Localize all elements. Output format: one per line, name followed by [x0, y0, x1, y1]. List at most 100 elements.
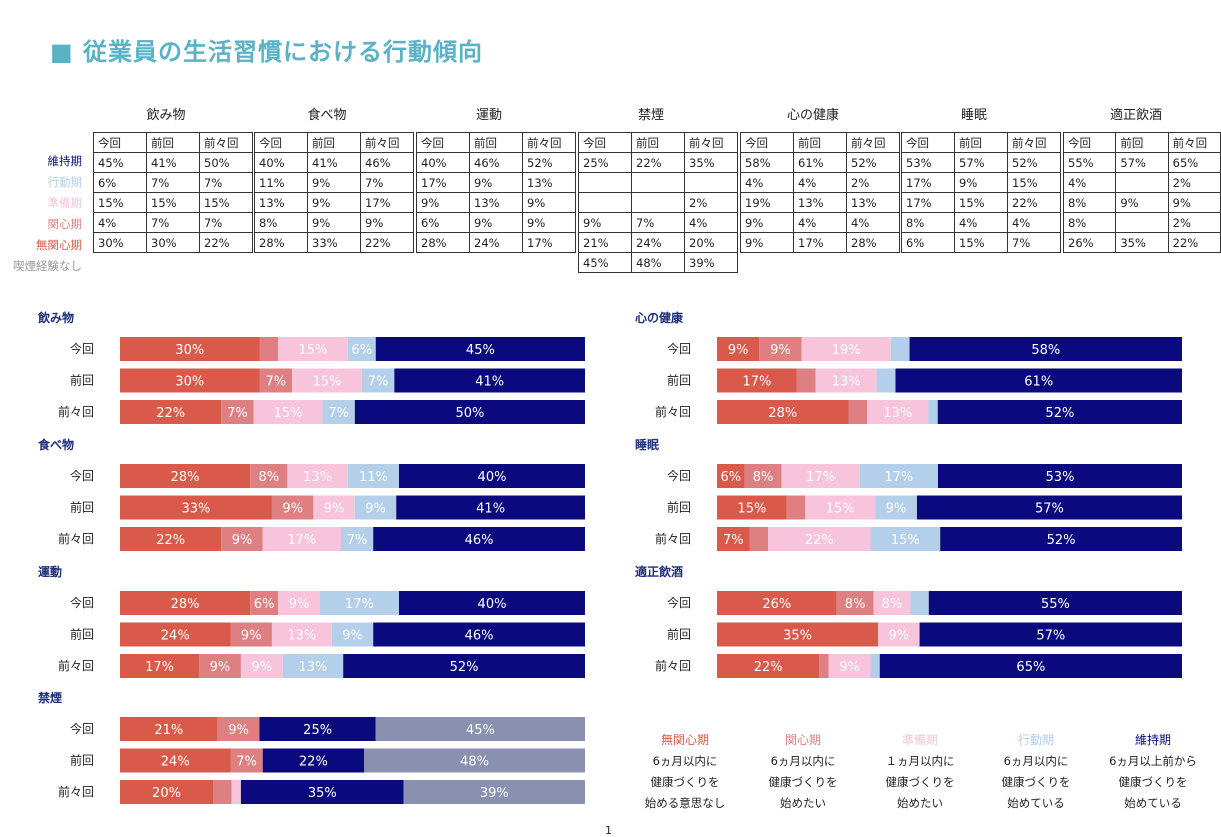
data-label: 7%: [265, 375, 286, 390]
table-cell: 17%: [793, 232, 847, 253]
table-cell: 28%: [846, 232, 900, 253]
table-row-label: 無関心期: [36, 238, 82, 252]
category-label: 今回: [70, 468, 94, 483]
bar-segment: [259, 368, 293, 393]
table-cell: 9%: [740, 212, 794, 233]
data-label: 53%: [1046, 470, 1075, 485]
data-label: 28%: [171, 597, 200, 612]
bar-segment: [867, 400, 929, 424]
table-cell: 8%: [254, 212, 308, 233]
bar-segment: [250, 591, 279, 615]
bar-segment: [717, 337, 760, 361]
bar-segment: [340, 527, 374, 551]
legend-item: 関心期 6ヵ月以内に 健康づくりを 始めたい: [748, 730, 858, 814]
category-label: 前々回: [58, 531, 94, 546]
data-label: 8%: [845, 597, 866, 612]
bar-segment: [240, 780, 404, 804]
data-label: 17%: [884, 470, 913, 485]
data-label: 15%: [891, 533, 920, 548]
data-label: 19%: [832, 343, 861, 358]
data-label: 7%: [368, 375, 389, 390]
category-label: 前々回: [655, 404, 691, 419]
legend-item: 維持期 6ヵ月以上前から 健康づくりを 始めている: [1098, 730, 1208, 814]
legend-description: １ヵ月以内に: [885, 754, 955, 768]
table-category-header: 適正飲酒: [1109, 108, 1162, 123]
data-label: 55%: [1041, 597, 1070, 612]
data-label: 9%: [728, 343, 749, 358]
bar-segment: [313, 495, 355, 520]
category-label: 前回: [70, 627, 94, 642]
table-cell: 9%: [578, 212, 632, 233]
data-label: 35%: [308, 786, 337, 801]
chart-title: 適正飲酒: [635, 564, 683, 579]
data-label: 15%: [312, 375, 341, 390]
table-cell: 52%: [522, 152, 576, 173]
bar-segment: [744, 464, 782, 488]
bar-segment: [375, 717, 585, 741]
bar-segment: [347, 464, 399, 488]
legend-description: 健康づくりを: [650, 775, 720, 789]
table-row: 19% 13% 13%: [740, 192, 900, 213]
table-cell: 13%: [793, 192, 847, 213]
bar-segment: [394, 368, 585, 393]
bar-segment: [859, 464, 938, 488]
legend-description: 健康づくりを: [885, 775, 955, 789]
bar-segment: [354, 400, 585, 424]
data-label: 22%: [156, 406, 185, 421]
data-label: 9%: [228, 723, 249, 738]
data-label: 57%: [1036, 629, 1065, 644]
data-label: 8%: [258, 470, 279, 485]
category-label: 今回: [667, 468, 691, 483]
table-row: [578, 172, 738, 193]
table-cell: 45%: [578, 252, 632, 273]
table-col-header: 前回: [954, 132, 1008, 153]
bar-segment: [343, 654, 585, 678]
table-cell: 46%: [360, 152, 414, 173]
legend-description: 6ヵ月以上前から: [1109, 754, 1197, 768]
bar-segment: [120, 622, 231, 647]
data-label: 9%: [241, 629, 262, 644]
bar-segment: [120, 368, 260, 393]
category-label: 前々回: [655, 658, 691, 673]
data-label: 9%: [889, 629, 910, 644]
table-cell: 22%: [360, 232, 414, 253]
legend-description: 始める意思なし: [644, 796, 726, 810]
bar-segment: [768, 527, 871, 551]
category-label: 今回: [70, 341, 94, 356]
table-cell: 52%: [846, 152, 900, 173]
table-cell: 7%: [199, 212, 253, 233]
category-label: 前回: [70, 500, 94, 515]
legend-name: 維持期: [1134, 733, 1171, 747]
data-label: 24%: [161, 629, 190, 644]
data-label: 45%: [466, 723, 495, 738]
bar-segment: [796, 368, 816, 393]
data-label: 13%: [883, 406, 912, 421]
data-label: 52%: [450, 660, 479, 675]
category-label: 今回: [70, 595, 94, 610]
table-cell: 13%: [469, 192, 523, 213]
table-col-header: 前々回: [1007, 132, 1061, 153]
bar-segment: [230, 748, 263, 773]
table-col-header: 前々回: [684, 132, 738, 153]
data-label: 13%: [299, 660, 328, 675]
bar-segment: [873, 591, 911, 615]
bar-segment: [120, 748, 231, 773]
table-row: 9% 4% 4%: [740, 212, 900, 233]
chart-title: 心の健康: [635, 310, 684, 325]
category-label: 前回: [70, 753, 94, 768]
table-row-label: 維持期: [47, 154, 83, 168]
status-table: 今回 前回 前々回 55% 57% 65% 4% 2% 8% 9% 9% 8% 2% 26% 35% 22%: [1062, 132, 1221, 253]
table-cell: 41%: [146, 152, 200, 173]
legend-name: 準備期: [901, 733, 938, 747]
bar-segment: [749, 527, 769, 551]
legend-description: 健康づくりを: [1118, 775, 1188, 789]
bar-segment: [879, 654, 1182, 678]
data-label: 7%: [347, 533, 368, 548]
data-label: 9%: [365, 502, 386, 517]
bar-segment: [213, 780, 232, 804]
data-label: 41%: [475, 375, 504, 390]
data-label: 7%: [328, 406, 349, 421]
bar-segment: [287, 464, 348, 488]
data-label: 7%: [723, 533, 744, 548]
chart-title: 食べ物: [37, 437, 74, 452]
